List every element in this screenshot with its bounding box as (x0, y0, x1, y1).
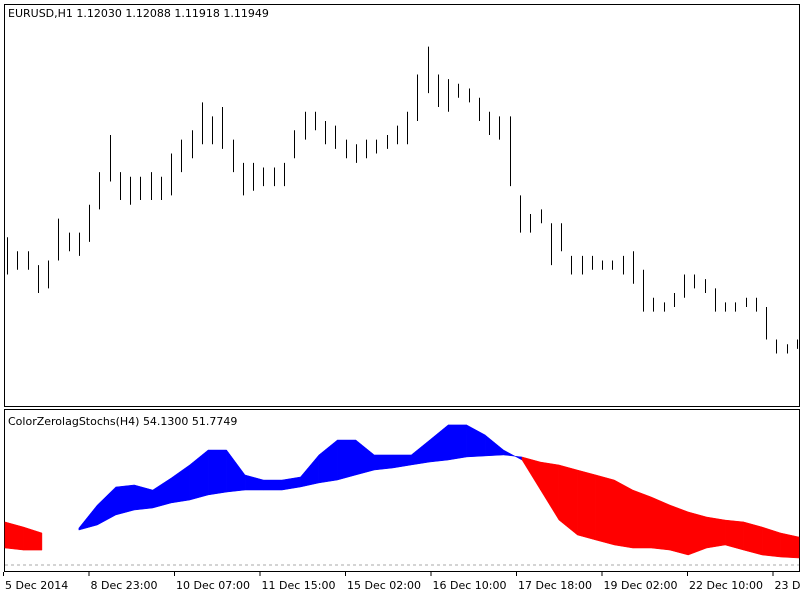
x-tick-label: 8 Dec 23:00 (91, 579, 158, 592)
indicator-band (595, 474, 615, 546)
indicator-band (374, 454, 394, 471)
indicator-band (23, 526, 43, 551)
x-tick-label: 22 Dec 10:00 (689, 579, 763, 592)
price-panel-title: EURUSD,H1 1.12030 1.12088 1.11918 1.1194… (8, 7, 269, 20)
indicator-band (447, 424, 467, 461)
x-tick-label: 17 Dec 18:00 (518, 579, 592, 592)
x-tick-label: 23 Dec (775, 579, 800, 592)
indicator-band (669, 504, 689, 556)
indicator-band (4, 521, 24, 551)
indicator-band (207, 449, 227, 496)
x-tick-label: 16 Dec 10:00 (433, 579, 507, 592)
x-tick-label: 15 Dec 02:00 (347, 579, 421, 592)
x-tick-label: 10 Dec 07:00 (176, 579, 250, 592)
indicator-band (614, 479, 634, 549)
indicator-band (337, 439, 357, 481)
price-panel (4, 4, 800, 407)
indicator-band (780, 532, 800, 559)
indicator-band (743, 521, 763, 556)
x-tick-label: 19 Dec 02:00 (604, 579, 678, 592)
indicator-band (651, 496, 670, 551)
indicator-title: ColorZerolagStochs(H4) 54.1300 51.7749 (8, 415, 237, 428)
indicator-band (706, 516, 726, 549)
indicator-band (687, 511, 707, 556)
x-tick-label: 5 Dec 2014 (5, 579, 68, 592)
indicator-band (577, 469, 597, 541)
indicator-band (632, 489, 652, 549)
indicator-band (115, 484, 135, 516)
indicator-band (263, 479, 283, 491)
x-tick-label: 11 Dec 15:00 (262, 579, 336, 592)
indicator-band (724, 519, 744, 551)
